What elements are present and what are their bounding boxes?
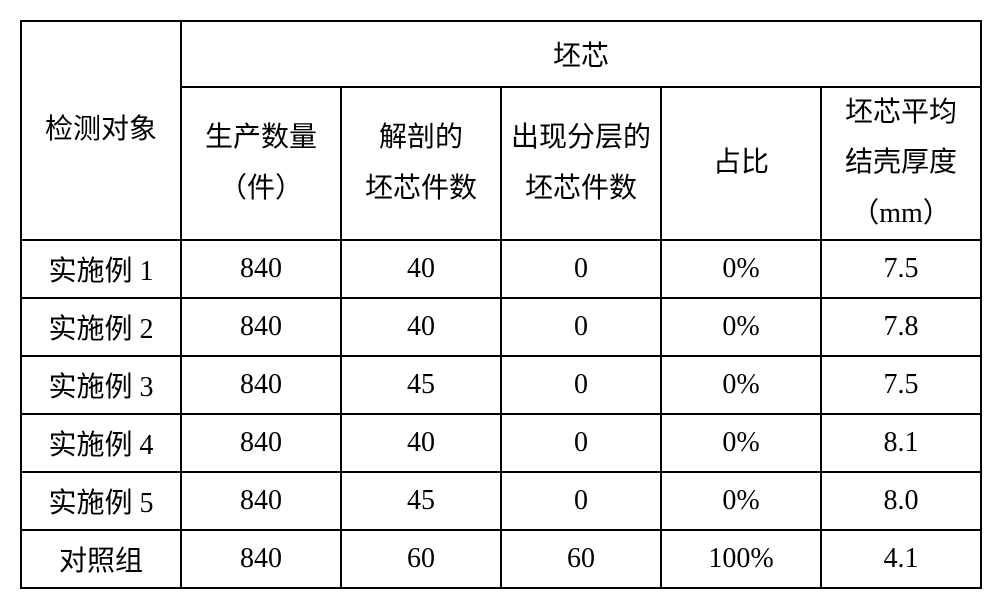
table-row: 实施例 3 840 45 0 0% 7.5 <box>21 356 981 414</box>
table-row: 实施例 2 840 40 0 0% 7.8 <box>21 298 981 356</box>
sub-header-4: 坯芯平均结壳厚度（mm） <box>821 87 981 240</box>
cell: 8.0 <box>821 472 981 530</box>
cell: 60 <box>501 530 661 588</box>
cell: 40 <box>341 414 501 472</box>
cell: 840 <box>181 530 341 588</box>
cell: 840 <box>181 356 341 414</box>
data-table: 检测对象 坯芯 生产数量（件） 解剖的坯芯件数 出现分层的坯芯件数 占比 坯芯平… <box>20 20 982 589</box>
table-container: 检测对象 坯芯 生产数量（件） 解剖的坯芯件数 出现分层的坯芯件数 占比 坯芯平… <box>20 20 980 589</box>
cell: 40 <box>341 240 501 298</box>
sub-header-2: 出现分层的坯芯件数 <box>501 87 661 240</box>
cell: 实施例 2 <box>21 298 181 356</box>
cell: 实施例 3 <box>21 356 181 414</box>
cell: 实施例 5 <box>21 472 181 530</box>
cell: 0% <box>661 414 821 472</box>
cell: 实施例 4 <box>21 414 181 472</box>
cell: 840 <box>181 414 341 472</box>
cell: 840 <box>181 240 341 298</box>
cell: 0 <box>501 472 661 530</box>
cell: 40 <box>341 298 501 356</box>
cell: 60 <box>341 530 501 588</box>
header-side: 检测对象 <box>21 21 181 240</box>
table-row: 实施例 4 840 40 0 0% 8.1 <box>21 414 981 472</box>
cell: 7.8 <box>821 298 981 356</box>
cell: 45 <box>341 356 501 414</box>
sub-header-3: 占比 <box>661 87 821 240</box>
cell: 0 <box>501 298 661 356</box>
table-row: 对照组 840 60 60 100% 4.1 <box>21 530 981 588</box>
cell: 7.5 <box>821 240 981 298</box>
cell: 0% <box>661 298 821 356</box>
table-row: 实施例 1 840 40 0 0% 7.5 <box>21 240 981 298</box>
cell: 100% <box>661 530 821 588</box>
cell: 对照组 <box>21 530 181 588</box>
cell: 0% <box>661 472 821 530</box>
cell: 45 <box>341 472 501 530</box>
sub-header-1: 解剖的坯芯件数 <box>341 87 501 240</box>
cell: 840 <box>181 298 341 356</box>
cell: 0% <box>661 240 821 298</box>
table-row: 实施例 5 840 45 0 0% 8.0 <box>21 472 981 530</box>
cell: 0 <box>501 240 661 298</box>
cell: 0 <box>501 356 661 414</box>
cell: 8.1 <box>821 414 981 472</box>
cell: 0 <box>501 414 661 472</box>
cell: 840 <box>181 472 341 530</box>
table-body: 实施例 1 840 40 0 0% 7.5 实施例 2 840 40 0 0% … <box>21 240 981 588</box>
cell: 实施例 1 <box>21 240 181 298</box>
cell: 7.5 <box>821 356 981 414</box>
cell: 4.1 <box>821 530 981 588</box>
sub-header-0: 生产数量（件） <box>181 87 341 240</box>
cell: 0% <box>661 356 821 414</box>
header-top: 坯芯 <box>181 21 981 87</box>
